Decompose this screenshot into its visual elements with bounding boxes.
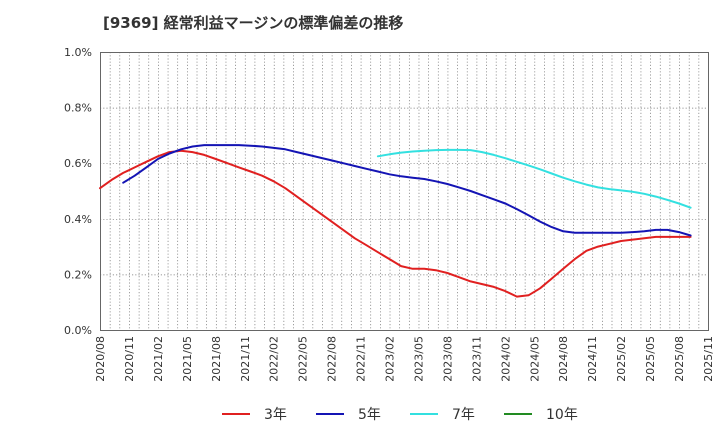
legend-label-3: 7年: [452, 407, 475, 423]
x-tick-label: 2025/02: [615, 336, 628, 382]
x-tick-label: 2025/08: [673, 336, 686, 382]
x-tick-label: 2023/11: [470, 336, 483, 382]
y-tick-label: 0.2%: [64, 268, 92, 281]
x-tick-label: 2024/11: [586, 336, 599, 382]
x-tick-label: 2023/05: [412, 336, 425, 382]
x-tick-label: 2020/08: [94, 336, 107, 382]
x-tick-label: 2024/08: [557, 336, 570, 382]
x-tick-label: 2022/05: [297, 336, 310, 382]
x-tick-label: 2025/11: [702, 336, 715, 382]
series-line-3: [376, 148, 692, 209]
y-tick-label: 0.0%: [64, 324, 92, 337]
x-tick-label: 2022/02: [268, 336, 281, 382]
x-tick-label: 2021/05: [181, 336, 194, 382]
y-tick-label: 0.4%: [64, 213, 92, 226]
series-line-1: [99, 149, 692, 298]
x-tick-label: 2023/02: [384, 336, 397, 382]
x-tick-label: 2021/02: [152, 336, 165, 382]
plot-area: [100, 52, 708, 330]
x-tick-label: 2020/11: [123, 336, 136, 382]
chart-title: [9369] 経常利益マージンの標準偏差の推移: [103, 14, 404, 32]
y-tick-label: 1.0%: [64, 46, 92, 59]
y-tick-label: 0.6%: [64, 157, 92, 170]
x-tick-label: 2021/11: [239, 336, 252, 382]
x-tick-label: 2024/02: [499, 336, 512, 382]
x-tick-label: 2021/08: [210, 336, 223, 382]
plot-frame: [100, 52, 709, 331]
y-tick-label: 0.8%: [64, 102, 92, 115]
legend-label-1: 3年: [264, 407, 287, 423]
legend-label-2: 5年: [358, 407, 381, 423]
x-tick-label: 2022/08: [326, 336, 339, 382]
x-tick-label: 2024/05: [528, 336, 541, 382]
x-tick-label: 2023/08: [441, 336, 454, 382]
x-tick-label: 2025/05: [644, 336, 657, 382]
legend-label-4: 10年: [546, 407, 578, 423]
x-tick-label: 2022/11: [355, 336, 368, 382]
series-line-2: [122, 144, 692, 237]
